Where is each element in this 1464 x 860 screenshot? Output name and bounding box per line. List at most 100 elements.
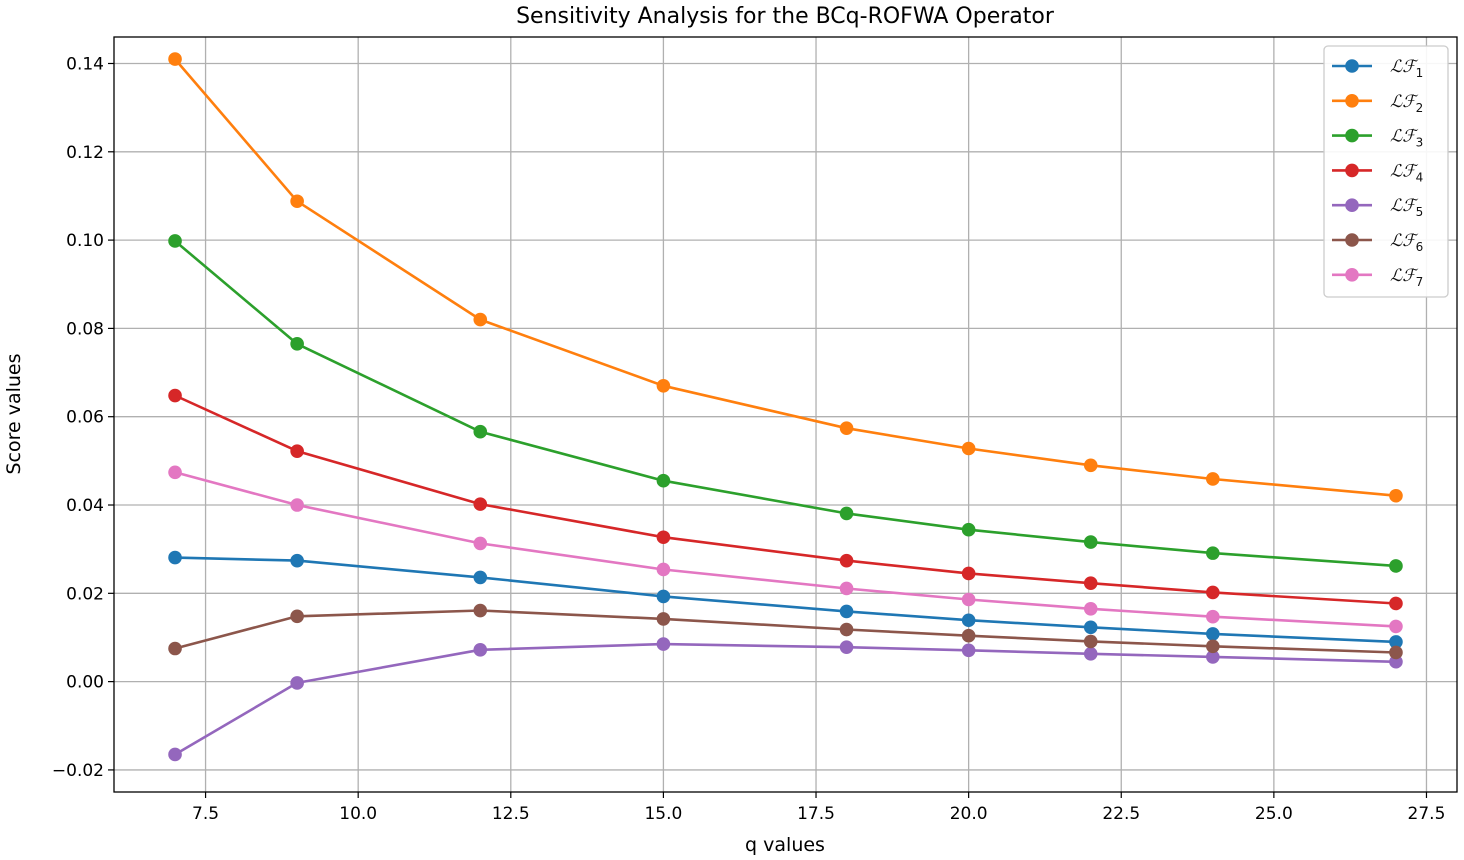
data-point — [656, 379, 671, 393]
legend-label: ℒℱ5 — [1390, 196, 1423, 219]
x-axis-label: q values — [745, 834, 825, 856]
data-point — [290, 337, 304, 351]
data-point — [839, 421, 854, 435]
data-point — [473, 424, 488, 439]
legend-swatch-marker — [1345, 59, 1359, 73]
data-point — [473, 536, 488, 551]
data-point — [1083, 620, 1098, 635]
series-3 — [168, 234, 1403, 573]
y-tick-label: 0.08 — [66, 319, 104, 339]
legend-label: ℒℱ4 — [1390, 161, 1423, 184]
data-point — [1206, 585, 1220, 600]
x-tick-label: 22.5 — [1102, 804, 1140, 824]
legend-label: ℒℱ3 — [1390, 127, 1423, 150]
data-point — [839, 581, 854, 596]
y-tick-label: 0.10 — [66, 231, 104, 251]
data-point — [473, 497, 488, 511]
data-point — [656, 530, 671, 545]
legend-swatch-marker — [1345, 233, 1359, 247]
data-point — [1083, 535, 1098, 549]
data-point — [1083, 576, 1098, 590]
y-tick-label: 0.14 — [66, 54, 104, 74]
data-point — [961, 613, 976, 628]
series-7 — [168, 465, 1403, 634]
data-point — [1206, 650, 1220, 664]
y-tick-label: −0.02 — [52, 761, 104, 781]
data-point — [656, 612, 671, 626]
data-point — [1083, 601, 1098, 616]
series-6 — [168, 603, 1403, 660]
data-point — [473, 643, 488, 657]
legend-label: ℒℱ1 — [1390, 57, 1423, 80]
data-point — [1206, 609, 1220, 624]
data-point — [168, 465, 182, 480]
legend-item-3: ℒℱ3 — [1332, 127, 1423, 150]
series-layer — [168, 52, 1403, 762]
data-point — [656, 473, 671, 488]
x-axis-ticks: 7.5 10.0 12.5 15.0 17.5 20.0 22.5 25.0 27.5 — [192, 792, 1445, 824]
data-point — [961, 592, 976, 607]
y-axis-ticks: −0.02 0.00 0.02 0.04 0.06 0.08 0.10 0.12 0.14 — [52, 54, 114, 781]
data-point — [1389, 596, 1403, 611]
data-point — [168, 747, 182, 762]
data-point — [168, 52, 182, 66]
y-axis-label: Score values — [3, 353, 25, 474]
x-tick-label: 12.5 — [492, 804, 530, 824]
data-point — [839, 640, 854, 654]
x-tick-label: 20.0 — [950, 804, 988, 824]
data-point — [839, 604, 854, 619]
y-tick-label: 0.04 — [66, 496, 104, 516]
data-point — [473, 312, 488, 327]
legend-item-2: ℒℱ2 — [1332, 92, 1423, 115]
data-point — [290, 553, 304, 568]
legend-label: ℒℱ2 — [1390, 92, 1423, 115]
series-2 — [168, 52, 1403, 503]
legend-item-1: ℒℱ1 — [1332, 57, 1423, 80]
series-4 — [168, 388, 1403, 611]
data-point — [839, 622, 854, 637]
data-point — [473, 570, 488, 585]
data-point — [1389, 488, 1403, 503]
data-point — [290, 444, 304, 458]
data-point — [1206, 639, 1220, 654]
y-tick-label: 0.12 — [66, 143, 104, 163]
x-tick-label: 25.0 — [1255, 804, 1293, 824]
data-point — [839, 506, 854, 521]
legend-item-5: ℒℱ5 — [1332, 196, 1423, 219]
y-tick-label: 0.02 — [66, 584, 104, 604]
legend-label: ℒℱ7 — [1390, 266, 1423, 289]
x-tick-label: 17.5 — [797, 804, 835, 824]
data-point — [839, 553, 854, 568]
data-point — [1389, 635, 1403, 649]
data-point — [656, 562, 671, 577]
x-tick-label: 27.5 — [1408, 804, 1446, 824]
data-point — [961, 522, 976, 537]
data-point — [290, 498, 304, 512]
data-point — [168, 234, 182, 248]
data-point — [1083, 634, 1098, 649]
legend-swatch-marker — [1345, 163, 1359, 178]
grid — [114, 37, 1457, 792]
data-point — [1206, 546, 1220, 560]
legend-swatch-marker — [1345, 128, 1359, 143]
x-tick-label: 15.0 — [644, 804, 682, 824]
x-tick-label: 10.0 — [339, 804, 377, 824]
legend-swatch-marker — [1345, 198, 1359, 212]
legend-item-4: ℒℱ4 — [1332, 161, 1423, 184]
data-point — [1083, 458, 1098, 473]
data-point — [168, 641, 182, 656]
data-point — [473, 603, 488, 618]
data-point — [290, 194, 304, 209]
legend-swatch-marker — [1345, 94, 1359, 108]
data-point — [656, 589, 671, 604]
y-tick-label: 0.06 — [66, 408, 104, 428]
series-1 — [168, 550, 1403, 649]
data-point — [168, 550, 182, 565]
series-5 — [168, 637, 1403, 762]
data-point — [961, 643, 976, 658]
legend-item-7: ℒℱ7 — [1332, 266, 1423, 289]
chart-title: Sensitivity Analysis for the BCq-ROFWA O… — [516, 4, 1055, 29]
